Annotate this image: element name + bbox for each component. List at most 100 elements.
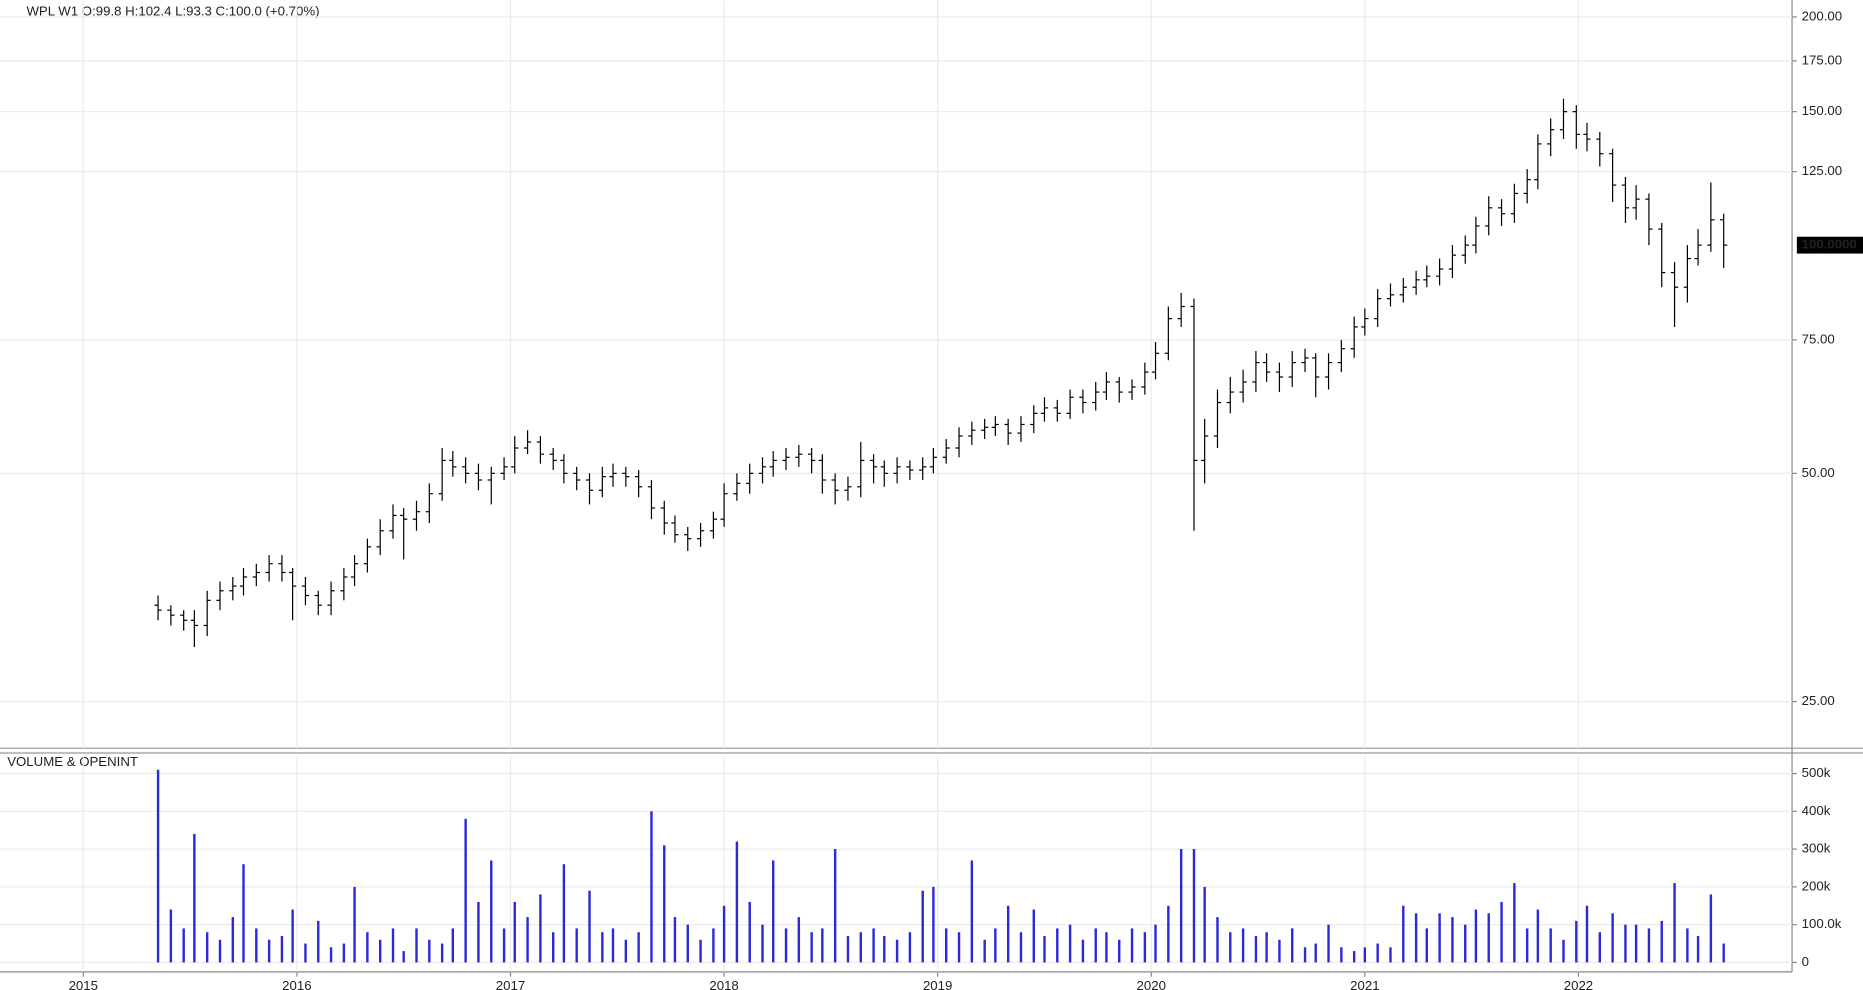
volume-bar bbox=[883, 935, 886, 963]
x-tick-label: 2020 bbox=[1137, 978, 1166, 990]
volume-bar bbox=[821, 928, 824, 963]
volume-bar bbox=[1291, 928, 1294, 963]
x-tick-label: 2017 bbox=[496, 978, 525, 990]
volume-bar bbox=[502, 928, 506, 963]
volume-bar bbox=[784, 928, 788, 963]
volume-bar bbox=[391, 928, 395, 963]
volume-bar bbox=[205, 932, 209, 963]
volume-bar bbox=[970, 860, 974, 963]
volume-bar bbox=[1278, 939, 1281, 963]
volume-bar bbox=[1696, 935, 1700, 963]
volume-bar bbox=[280, 935, 284, 963]
volume-bar bbox=[1562, 939, 1565, 963]
last-price-label: 100.0000 bbox=[1802, 237, 1857, 252]
volume-bar bbox=[797, 917, 801, 963]
volume-bar bbox=[1229, 932, 1232, 963]
volume-bar bbox=[601, 932, 604, 963]
volume-bar bbox=[1006, 905, 1010, 963]
volume-bar bbox=[1352, 951, 1356, 963]
y-tick-label: 0 bbox=[1802, 954, 1809, 969]
volume-bar bbox=[1056, 928, 1059, 963]
volume-bar bbox=[637, 932, 640, 963]
volume-bar bbox=[1673, 883, 1676, 963]
volume-bar bbox=[182, 928, 185, 963]
volume-bar bbox=[1105, 932, 1108, 963]
volume-bar bbox=[1575, 920, 1578, 963]
volume-bar bbox=[1081, 939, 1085, 963]
x-tick-label: 2022 bbox=[1564, 978, 1593, 990]
volume-bar bbox=[859, 932, 862, 963]
volume-bar bbox=[650, 811, 653, 963]
volume-bar bbox=[1130, 928, 1134, 963]
volume-bar bbox=[945, 928, 948, 963]
volume-bar bbox=[1241, 928, 1245, 963]
volume-bar bbox=[562, 864, 566, 963]
volume-bar bbox=[712, 928, 715, 963]
volume-bar bbox=[921, 890, 924, 963]
volume-bar bbox=[1598, 932, 1602, 963]
volume-bar bbox=[1402, 905, 1405, 963]
volume-bar bbox=[1254, 935, 1258, 963]
volume-bar bbox=[526, 917, 529, 963]
x-tick-label: 2021 bbox=[1350, 978, 1379, 990]
y-tick-label: 300k bbox=[1802, 841, 1831, 856]
volume-bar bbox=[588, 890, 591, 963]
volume-bar bbox=[1549, 928, 1552, 963]
volume-bar bbox=[1068, 924, 1072, 963]
x-tick-label: 2018 bbox=[709, 978, 738, 990]
y-tick-label: 400k bbox=[1802, 803, 1831, 818]
volume-bar bbox=[699, 939, 702, 963]
volume-bar bbox=[983, 939, 986, 963]
volume-bar bbox=[810, 932, 813, 963]
volume-bar bbox=[735, 841, 739, 963]
volume-bar bbox=[552, 932, 555, 963]
volume-title: VOLUME & OPENINT bbox=[7, 754, 138, 769]
volume-bar bbox=[255, 928, 258, 963]
volume-bar bbox=[156, 769, 160, 963]
volume-bar bbox=[957, 932, 961, 963]
volume-bar bbox=[1303, 947, 1307, 963]
volume-bar bbox=[1363, 947, 1367, 963]
volume-bar bbox=[242, 864, 245, 963]
volume-bar bbox=[428, 939, 431, 963]
volume-bar bbox=[317, 920, 320, 963]
volume-bar bbox=[366, 932, 369, 963]
volume-bar bbox=[1216, 917, 1219, 963]
x-tick-label: 2019 bbox=[923, 978, 952, 990]
volume-bar bbox=[1314, 943, 1317, 963]
volume-bar bbox=[895, 939, 899, 963]
volume-bar bbox=[1451, 917, 1454, 963]
volume-bar bbox=[231, 917, 235, 963]
volume-bar bbox=[1043, 935, 1046, 963]
volume-bar bbox=[477, 901, 480, 963]
volume-bar bbox=[575, 928, 578, 963]
volume-bar bbox=[611, 928, 615, 963]
volume-bar bbox=[1414, 913, 1418, 963]
y-tick-label: 25.00 bbox=[1802, 693, 1835, 708]
y-tick-label: 175.00 bbox=[1802, 52, 1842, 67]
volume-bar bbox=[1513, 883, 1516, 963]
volume-bar bbox=[663, 845, 666, 963]
volume-bar bbox=[304, 943, 307, 963]
volume-bar bbox=[1487, 913, 1490, 963]
last-price-box bbox=[1796, 236, 1863, 254]
volume-bar bbox=[1425, 928, 1428, 963]
volume-bar bbox=[846, 935, 850, 963]
volume-bar bbox=[673, 917, 677, 963]
volume-bar bbox=[1389, 947, 1392, 963]
volume-bar bbox=[1167, 905, 1170, 963]
volume-bar bbox=[1192, 849, 1196, 963]
volume-bar bbox=[193, 833, 196, 963]
volume-bar bbox=[872, 928, 875, 963]
volume-bar bbox=[1525, 928, 1529, 963]
volume-bar bbox=[415, 928, 418, 963]
volume-bar bbox=[932, 886, 935, 963]
volume-bar bbox=[539, 894, 542, 963]
volume-bar bbox=[513, 901, 516, 963]
volume-bar bbox=[218, 939, 222, 963]
volume-bar bbox=[1624, 924, 1627, 963]
volume-bar bbox=[686, 924, 689, 963]
volume-bar bbox=[1019, 932, 1023, 963]
